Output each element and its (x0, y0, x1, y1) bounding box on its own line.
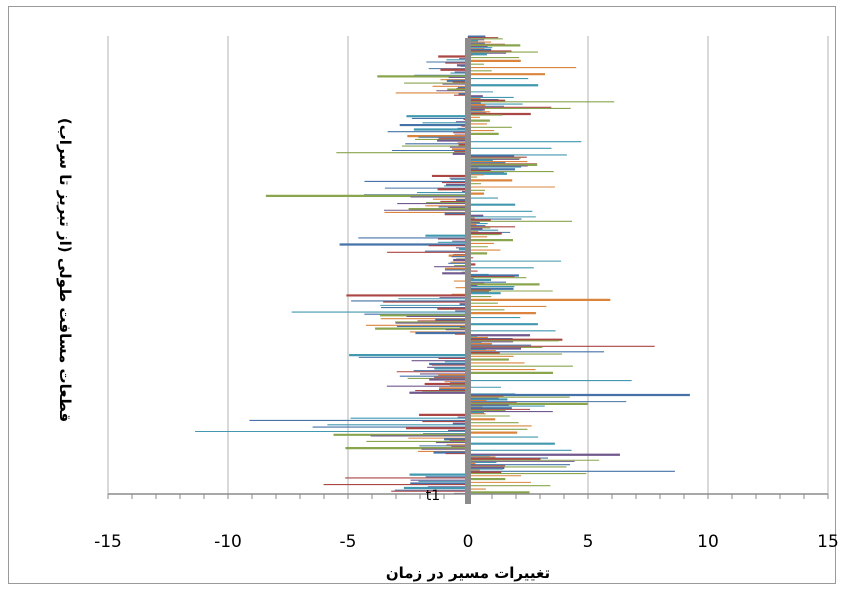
x-axis-title: تغییرات مسیر در زمان (386, 564, 550, 582)
zero-axis (465, 38, 471, 504)
x-tick-label: -5 (340, 532, 357, 552)
x-tick-label: 5 (583, 532, 594, 552)
x-tick-label: 10 (697, 532, 719, 552)
x-tick-label: -15 (94, 532, 122, 552)
x-tick-labels: -15 -10 -5 0 5 10 15 (94, 532, 839, 552)
zero-axis-group (465, 38, 471, 504)
gridlines (107, 36, 829, 494)
y-axis-title: قطعات مسافت طولی (از تبریز تا سراب) (56, 118, 74, 422)
x-tick-label: -10 (214, 532, 242, 552)
x-tick-label: 0 (463, 532, 474, 552)
bars-group (195, 35, 690, 494)
x-axis (107, 493, 829, 499)
t1-annotation: t1 (426, 488, 440, 504)
x-tick-label: 15 (817, 532, 839, 552)
